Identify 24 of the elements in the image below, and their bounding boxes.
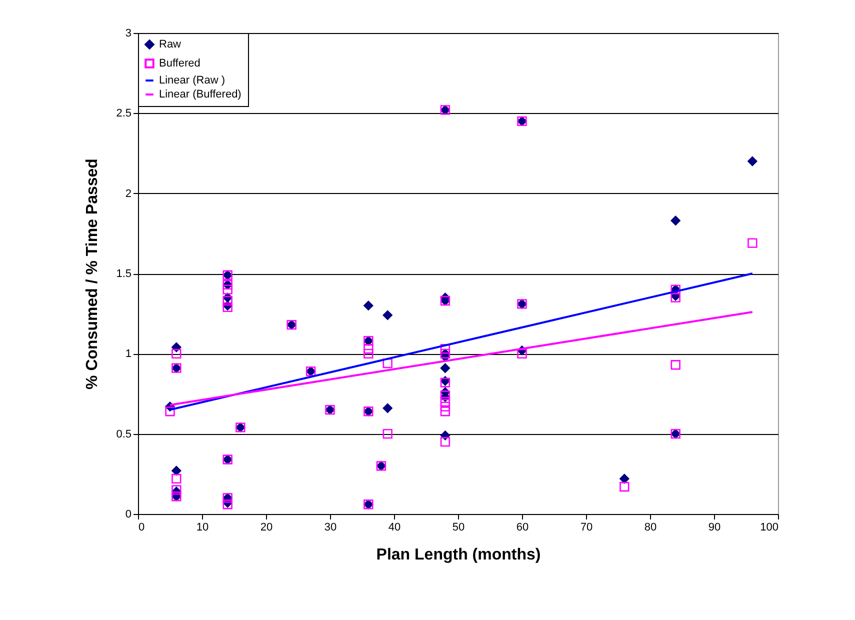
- y-axis-title: % Consumed / % Time Passed: [84, 158, 102, 390]
- x-tick-label: 30: [324, 522, 337, 534]
- legend-label: Linear (Raw ): [159, 74, 226, 86]
- y-tick-label: 0.5: [116, 428, 132, 440]
- x-tick-label: 80: [644, 522, 657, 534]
- legend-label: Raw: [159, 38, 182, 50]
- y-tick-label: 0: [125, 508, 132, 520]
- legend-label: Buffered: [159, 58, 200, 70]
- x-tick-label: 50: [452, 522, 465, 534]
- x-tick-label: 100: [760, 522, 778, 534]
- x-tick-label: 40: [388, 522, 401, 534]
- y-tick-label: 3: [125, 28, 132, 40]
- y-tick-label: 1.5: [116, 268, 132, 280]
- x-tick-label: 0: [138, 522, 145, 534]
- x-tick-label: 70: [580, 522, 593, 534]
- x-tick-label: 10: [196, 522, 209, 534]
- y-tick-label: 2.5: [116, 108, 132, 120]
- x-tick-label: 90: [708, 522, 721, 534]
- legend-label: Linear (Buffered): [159, 88, 242, 100]
- x-tick-label: 20: [260, 522, 273, 534]
- y-tick-label: 1: [125, 348, 132, 360]
- y-tick-label: 2: [125, 188, 132, 200]
- x-axis-title: Plan Length (months): [376, 546, 541, 564]
- x-tick-label: 60: [516, 522, 529, 534]
